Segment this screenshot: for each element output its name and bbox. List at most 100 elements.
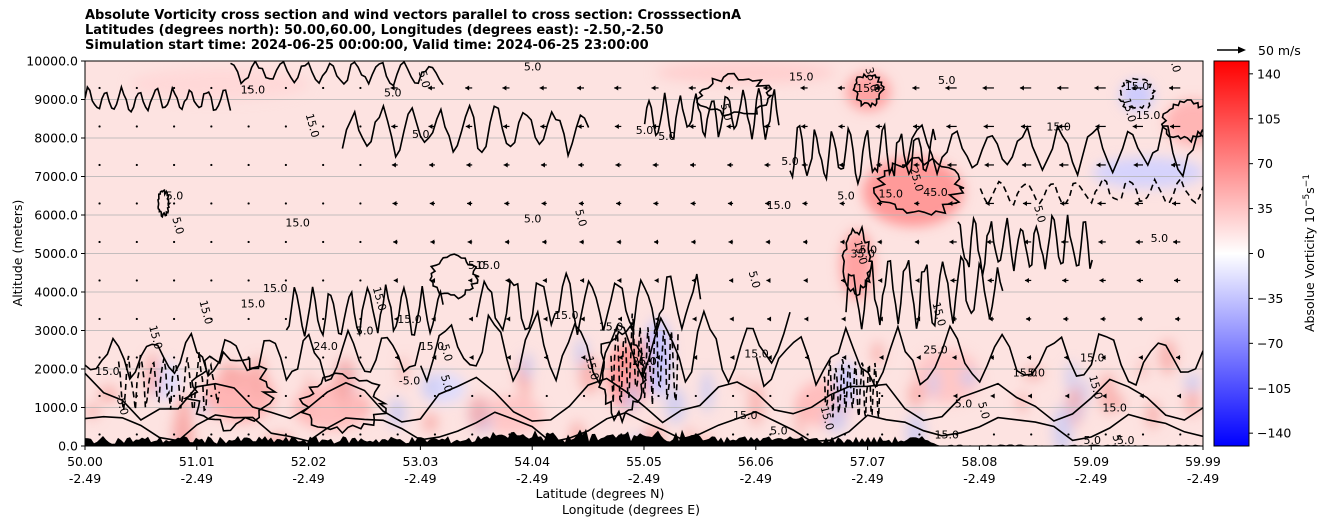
wind-vector-head [655, 354, 660, 360]
contour-loop [1118, 77, 1157, 110]
wind-vector [135, 125, 138, 128]
x-tick-label-lat: 59.99 [1185, 454, 1221, 469]
wind-vector [433, 433, 437, 436]
wind-vector-head [577, 123, 582, 129]
chart-title-line3: Simulation start time: 2024-06-25 00:00:… [85, 38, 649, 53]
contour-line [979, 177, 1203, 207]
wind-vector-head [468, 277, 473, 283]
wind-vector [1179, 433, 1182, 436]
wind-vector-head [578, 162, 583, 168]
wind-vector-head [541, 200, 546, 206]
negative-vorticity-area [388, 397, 406, 428]
contour-label: 15.0 [1046, 120, 1071, 133]
wind-vector [918, 433, 921, 436]
wind-vector [98, 202, 101, 205]
wind-vector-head [1168, 85, 1173, 91]
chart-title-line2: Latitudes (degrees north): 50.00,60.00, … [85, 23, 664, 38]
wind-vector-head [615, 162, 620, 168]
wind-vector-head [431, 316, 436, 322]
contour-label: 35.0 [862, 66, 881, 93]
negative-vorticity-area [960, 369, 977, 387]
wind-vector-head [990, 393, 995, 399]
wind-vector [359, 356, 362, 359]
negative-vorticity-area [1092, 157, 1203, 189]
wind-vector-head [763, 85, 768, 91]
wind-vector-head [618, 354, 623, 360]
wind-vector-head [467, 200, 472, 206]
wind-vector-head [469, 354, 474, 360]
wind-vector-head [983, 123, 988, 129]
positive-vorticity-area [249, 356, 266, 400]
contour-label: 5.0 [975, 400, 992, 420]
wind-vector [359, 202, 362, 205]
contour-label: 5.0 [837, 190, 855, 203]
wind-vector-head [1177, 393, 1182, 399]
contour-line [341, 103, 590, 159]
wind-vector-head [1023, 239, 1028, 245]
y-tick-label: 3000.0 [34, 323, 78, 338]
wind-vector-head [1024, 277, 1029, 283]
wind-vector-head [951, 316, 956, 322]
y-tick-label: 4000.0 [34, 285, 78, 300]
wind-vector-head [948, 200, 953, 206]
x-axis-label-latitude: Latitude (degrees N) [536, 486, 665, 501]
quiver-key: 50 m/s [1217, 43, 1301, 58]
wind-vector [98, 433, 101, 436]
wind-vector-head [652, 162, 657, 168]
wind-vector-head [503, 162, 508, 168]
wind-vector-head [1100, 316, 1105, 322]
wind-vector-head [1137, 316, 1142, 322]
contour-label: 15.0 [767, 199, 792, 212]
wind-vector-head [504, 200, 509, 206]
positive-vorticity-area [1158, 339, 1177, 375]
wind-vector [433, 394, 437, 398]
wind-vector-head [801, 123, 806, 129]
contour-label: 15.0 [241, 84, 266, 97]
x-tick-label-lat: 56.06 [738, 454, 774, 469]
wind-vector [1030, 433, 1033, 436]
contour-label: 15.0 [420, 340, 445, 353]
wind-vector [322, 356, 325, 359]
wind-vector [359, 279, 362, 282]
wind-vector-head [614, 85, 619, 91]
wind-vector [322, 240, 325, 244]
contour-label: 5.0 [1031, 204, 1048, 224]
wind-vector-head [503, 123, 508, 129]
wind-vector-head [728, 239, 733, 245]
wind-vector [545, 394, 548, 398]
wind-vector-head [879, 354, 884, 360]
y-tick-label: 5000.0 [34, 246, 78, 261]
contour-loop [429, 253, 480, 300]
negative-vorticity-area [1183, 373, 1201, 392]
wind-vector [247, 433, 250, 436]
x-tick-label-lon: -2.49 [404, 471, 436, 486]
wind-vector [881, 394, 884, 398]
wind-vector [396, 433, 399, 436]
wind-vector [172, 240, 176, 244]
wind-vector [322, 163, 325, 167]
wind-vector-head [429, 162, 434, 168]
wind-vector-head [505, 277, 510, 283]
negative-vorticity-area [521, 352, 533, 380]
wind-vector-head [1057, 85, 1062, 91]
wind-vector [396, 394, 399, 398]
wind-vector [471, 394, 474, 398]
contour-label: 5.0 [860, 244, 878, 257]
contour-label: 15.0 [1125, 80, 1150, 93]
wind-vector-head [986, 239, 991, 245]
contour-label: 15.0 [1136, 109, 1161, 122]
contour-label: 5.0 [1117, 434, 1135, 447]
contour-label: 15.0 [1120, 97, 1139, 124]
wind-vector [918, 394, 921, 398]
y-tick-label: 6000.0 [34, 208, 78, 223]
contour-label: 5.0 [746, 269, 763, 289]
x-tick-label-lon: -2.49 [516, 471, 548, 486]
wind-vector-head [432, 354, 437, 360]
contour-label: 5.0 [1028, 367, 1046, 380]
positive-vorticity-area [1023, 367, 1044, 381]
wind-vector-head [688, 85, 693, 91]
y-tick-label: 0.0 [58, 439, 78, 454]
contour-label: 25.0 [907, 166, 926, 193]
chart-title-line1: Absolute Vorticity cross section and win… [85, 8, 742, 23]
